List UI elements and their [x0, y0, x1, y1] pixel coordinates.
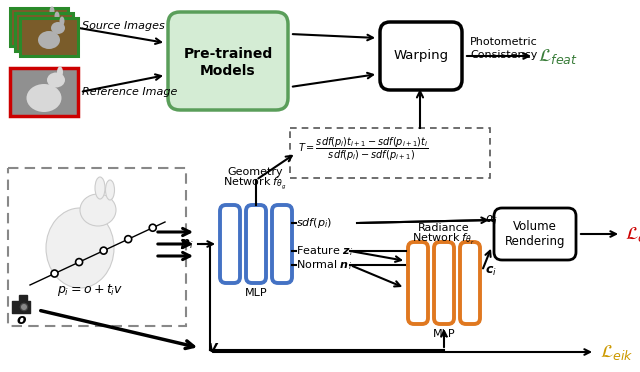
Text: $\alpha_i$: $\alpha_i$: [485, 214, 498, 227]
FancyBboxPatch shape: [246, 205, 266, 283]
Bar: [12, 301, 30, 313]
Text: Feature $\boldsymbol{z}_i$: Feature $\boldsymbol{z}_i$: [296, 244, 353, 258]
Circle shape: [100, 247, 107, 254]
FancyBboxPatch shape: [380, 22, 462, 90]
Ellipse shape: [46, 208, 114, 288]
Ellipse shape: [95, 177, 105, 199]
Text: MLP: MLP: [433, 329, 455, 339]
FancyBboxPatch shape: [168, 12, 288, 110]
Bar: [19, 295, 27, 301]
Ellipse shape: [60, 16, 65, 26]
FancyBboxPatch shape: [220, 205, 240, 283]
Bar: [8, 168, 186, 326]
Circle shape: [125, 236, 132, 243]
Circle shape: [149, 224, 156, 231]
FancyBboxPatch shape: [494, 208, 576, 260]
Circle shape: [19, 302, 29, 312]
Text: Warping: Warping: [394, 49, 449, 62]
Ellipse shape: [38, 31, 60, 49]
Ellipse shape: [26, 84, 61, 112]
Text: Models: Models: [200, 64, 256, 78]
Bar: [15, 13, 73, 51]
Bar: [290, 128, 490, 178]
Circle shape: [51, 270, 58, 277]
Text: Rendering: Rendering: [505, 234, 565, 247]
Ellipse shape: [41, 12, 55, 24]
Bar: [20, 18, 78, 56]
Ellipse shape: [28, 21, 50, 39]
Text: Source Images: Source Images: [82, 21, 164, 31]
Ellipse shape: [33, 26, 55, 44]
Text: $T = \dfrac{sdf(p_i)t_{i+1} - sdf(p_{i+1})t_i}{sdf(p_i) - sdf(p_{i+1})}$: $T = \dfrac{sdf(p_i)t_{i+1} - sdf(p_{i+1…: [298, 135, 429, 163]
Ellipse shape: [57, 67, 63, 77]
Text: MLP: MLP: [244, 288, 268, 298]
Text: Consistency: Consistency: [470, 50, 538, 60]
Ellipse shape: [80, 194, 116, 226]
Circle shape: [76, 259, 83, 266]
FancyBboxPatch shape: [434, 242, 454, 324]
Text: Volume: Volume: [513, 221, 557, 234]
Text: $\mathcal{L}_{eik}$: $\mathcal{L}_{eik}$: [600, 343, 634, 362]
Text: Network $f_{\theta_r}$: Network $f_{\theta_r}$: [412, 231, 476, 247]
Ellipse shape: [54, 12, 60, 20]
FancyBboxPatch shape: [272, 205, 292, 283]
FancyBboxPatch shape: [408, 242, 428, 324]
Circle shape: [21, 304, 27, 310]
Text: Pre-trained: Pre-trained: [184, 47, 273, 61]
Text: $\boldsymbol{o}$: $\boldsymbol{o}$: [17, 313, 28, 327]
Text: Geometry: Geometry: [227, 167, 283, 177]
Bar: [10, 8, 68, 46]
Text: $\boldsymbol{p}_i$: $\boldsymbol{p}_i$: [180, 237, 194, 251]
Text: Photometric: Photometric: [470, 37, 538, 47]
Text: $\mathcal{L}_{feat}$: $\mathcal{L}_{feat}$: [538, 46, 578, 65]
Ellipse shape: [49, 6, 54, 16]
Bar: [10, 68, 78, 116]
FancyBboxPatch shape: [460, 242, 480, 324]
Text: Network $f_{\theta_g}$: Network $f_{\theta_g}$: [223, 176, 287, 192]
Text: $\boldsymbol{v}$: $\boldsymbol{v}$: [207, 340, 220, 356]
Text: $p_i = o + t_i v$: $p_i = o + t_i v$: [57, 282, 123, 298]
Ellipse shape: [46, 17, 60, 29]
Text: $\mathcal{L}_{color}$: $\mathcal{L}_{color}$: [625, 224, 640, 244]
Text: Radiance: Radiance: [418, 223, 470, 233]
Ellipse shape: [47, 73, 65, 87]
Text: Normal $\boldsymbol{n}_i$: Normal $\boldsymbol{n}_i$: [296, 258, 352, 272]
Ellipse shape: [51, 22, 65, 34]
Ellipse shape: [106, 180, 115, 200]
Text: Reference Image: Reference Image: [82, 87, 177, 97]
Text: $sdf(p_i)$: $sdf(p_i)$: [296, 216, 332, 230]
Text: $\boldsymbol{c}_i$: $\boldsymbol{c}_i$: [485, 264, 497, 278]
